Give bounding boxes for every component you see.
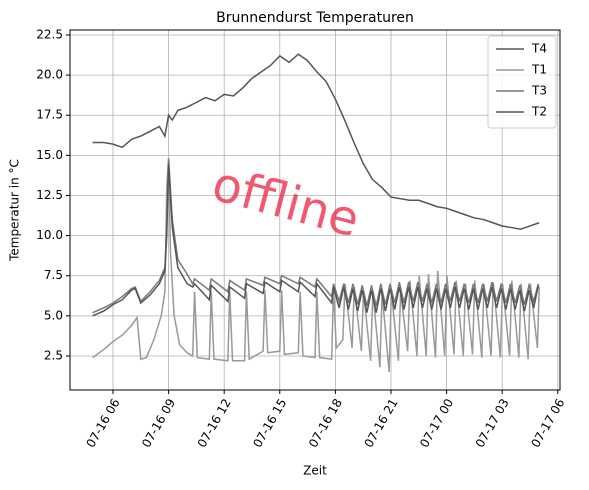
y-tick-label: 22.5	[36, 27, 63, 41]
x-tick-label: 07-16 21	[362, 396, 401, 450]
y-tick-label: 17.5	[36, 108, 63, 122]
y-tick-label: 15.0	[36, 148, 63, 162]
x-tick-label: 07-16 06	[84, 396, 123, 450]
legend: T4 T1 T3 T2	[487, 35, 557, 129]
y-tick-label: 5.0	[44, 308, 63, 322]
y-tick-label: 2.5	[44, 348, 63, 362]
lines	[92, 53, 540, 373]
legend-label: T1	[531, 63, 547, 77]
chart-title: Brunnendurst Temperaturen	[216, 10, 414, 26]
y-tick-label: 7.5	[44, 268, 63, 282]
legend-label: T4	[531, 42, 547, 56]
series-line	[92, 53, 540, 230]
series-line	[92, 163, 540, 317]
y-axis-label: Temperatur in °C	[8, 159, 22, 262]
x-tick-label: 07-16 12	[195, 396, 234, 450]
x-tick-label: 07-17 00	[417, 396, 456, 450]
series-line	[92, 158, 540, 314]
watermark: offline	[207, 156, 365, 249]
x-tick-label: 07-17 03	[473, 396, 512, 450]
legend-label: T2	[531, 105, 547, 119]
y-tick-label: 12.5	[36, 188, 63, 202]
y-tick-label: 10.0	[36, 228, 63, 242]
x-tick-label: 07-17 06	[528, 396, 567, 450]
x-tick-label: 07-16 09	[139, 396, 178, 450]
legend-box	[487, 35, 557, 129]
x-tick-label: 07-16 18	[306, 396, 345, 450]
plot-frame	[69, 29, 561, 391]
x-tick-label: 07-16 15	[250, 396, 289, 450]
legend-label: T3	[531, 84, 547, 98]
y-tick-label: 20.0	[36, 68, 63, 82]
x-axis-label: Zeit	[303, 464, 327, 478]
series-line	[92, 158, 540, 373]
